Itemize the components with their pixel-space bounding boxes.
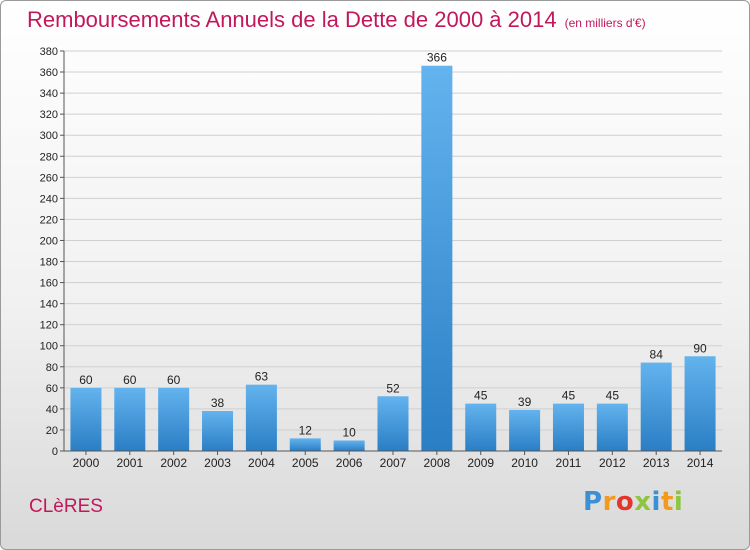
x-tick-label: 2004 [248, 456, 275, 470]
y-tick-label: 220 [40, 214, 58, 226]
value-label: 366 [427, 51, 447, 65]
title-text: Remboursements Annuels de la Dette de 20… [27, 7, 557, 32]
value-label: 60 [123, 373, 137, 387]
x-tick-label: 2007 [380, 456, 407, 470]
y-tick-label: 60 [46, 383, 58, 395]
axes [63, 51, 722, 452]
bar [421, 65, 453, 451]
x-tick-label: 2009 [467, 456, 494, 470]
x-tick-label: 2005 [292, 456, 319, 470]
y-tick-label: 20 [46, 425, 58, 437]
y-tick-label: 140 [40, 299, 58, 311]
x-tick-label: 2010 [511, 456, 538, 470]
y-tick-label: 120 [40, 320, 58, 332]
y-tick-label: 200 [40, 235, 58, 247]
x-tick-label: 2008 [424, 456, 451, 470]
y-tick-label: 380 [40, 46, 58, 58]
unit-label: (en milliers d'€) [564, 16, 646, 30]
y-tick-label: 320 [40, 109, 58, 121]
bar [114, 387, 146, 451]
value-label: 45 [474, 389, 488, 403]
value-label: 39 [518, 395, 532, 409]
y-tick-label: 300 [40, 130, 58, 142]
logo-letter: i [651, 487, 661, 517]
x-tick-label: 2014 [687, 456, 714, 470]
x-tick-label: 2006 [336, 456, 363, 470]
bar [333, 440, 365, 451]
x-tick-label: 2000 [73, 456, 100, 470]
x-tick-label: 2012 [599, 456, 626, 470]
bars [70, 65, 716, 451]
logo-letter: P [583, 487, 603, 517]
logo-letter: x [634, 487, 652, 517]
bar [465, 403, 497, 451]
bar [202, 411, 234, 451]
y-tick-label: 240 [40, 193, 58, 205]
y-tick-label: 100 [40, 341, 58, 353]
y-tick-label: 80 [46, 362, 58, 374]
bar [552, 403, 584, 451]
x-axis-ticks: 2000 2001 2002 2003 2004 2005 2006 2007 2008 2009… [73, 451, 714, 470]
value-label: 45 [562, 389, 576, 403]
y-tick-label: 360 [40, 67, 58, 79]
value-label: 60 [79, 373, 93, 387]
value-label: 60 [167, 373, 181, 387]
bar [640, 362, 672, 451]
bar [509, 409, 541, 451]
bar [596, 403, 628, 451]
y-axis-ticks: 0 20 40 60 80 100 120 140 160 180 200 220 240 260 280 3… [40, 46, 58, 458]
y-tick-label: 260 [40, 172, 58, 184]
y-tick-label: 180 [40, 257, 58, 269]
x-tick-label: 2003 [204, 456, 231, 470]
x-tick-label: 2002 [160, 456, 187, 470]
x-tick-label: 2001 [116, 456, 143, 470]
logo-letter: i [673, 487, 684, 517]
bar [377, 396, 409, 451]
value-label: 10 [342, 425, 356, 439]
city-name: CLèRES [29, 496, 103, 517]
value-label: 45 [606, 389, 620, 403]
value-label: 52 [386, 381, 400, 395]
value-label: 90 [693, 341, 707, 355]
logo-letter: o [615, 487, 635, 517]
y-tick-label: 40 [46, 404, 58, 416]
value-labels: 60 60 60 38 63 12 10 52 366 45 39 45 45 84 90 [79, 51, 707, 440]
logo-letter: r [602, 487, 616, 517]
bar [245, 384, 277, 451]
y-tick-label: 160 [40, 278, 58, 290]
y-tick-label: 280 [40, 151, 58, 163]
y-tick-label: 0 [52, 446, 58, 458]
value-label: 63 [255, 370, 269, 384]
bar [70, 387, 102, 451]
bar [289, 438, 321, 451]
logo-letter: t [660, 487, 674, 517]
proxiti-logo: Proxiti [583, 487, 683, 517]
x-tick-label: 2013 [643, 456, 670, 470]
chart-title: Remboursements Annuels de la Dette de 20… [27, 7, 646, 33]
y-tick-label: 340 [40, 88, 58, 100]
bar [158, 387, 190, 451]
value-label: 38 [211, 396, 225, 410]
x-tick-label: 2011 [556, 456, 582, 470]
value-label: 84 [650, 348, 664, 362]
bar [684, 356, 716, 451]
bar-chart: 0 20 40 60 80 100 120 140 160 180 200 220 240 260 280 3… [40, 46, 722, 470]
value-label: 12 [299, 423, 313, 437]
